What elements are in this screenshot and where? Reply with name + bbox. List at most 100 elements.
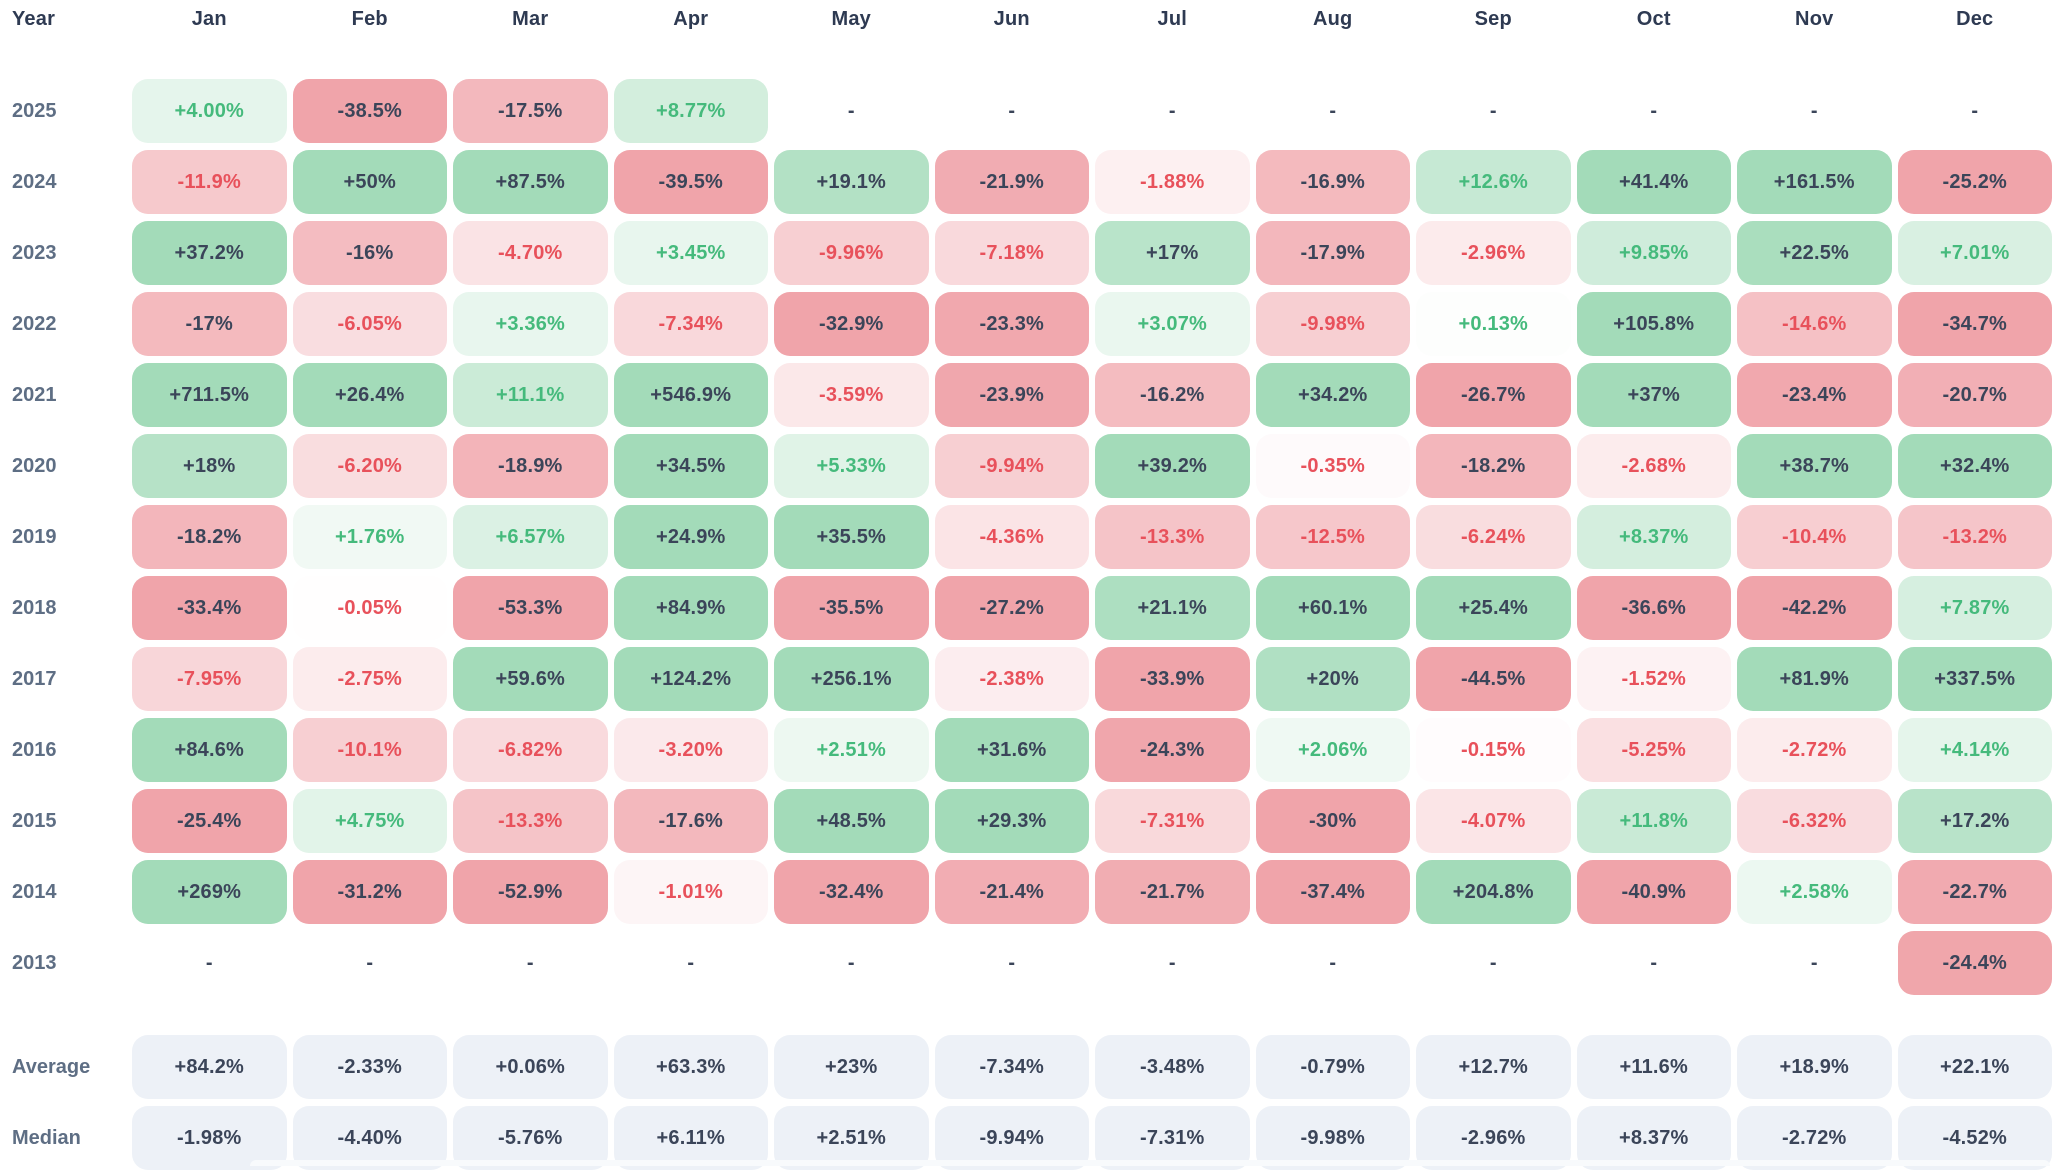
return-cell: +25.4% [1416,576,1571,640]
return-cell: -37.4% [1255,860,1410,924]
return-cell: -31.2% [292,860,447,924]
return-cell: -6.32% [1737,789,1892,853]
return-cell: -30% [1255,789,1410,853]
return-cell: +2.06% [1255,718,1410,782]
summary-cell: -4.52% [1897,1106,2052,1170]
missing-cell: - [847,99,855,122]
return-cell: +711.5% [132,363,287,427]
return-cell: -9.96% [774,221,929,285]
return-cell: -32.9% [774,292,929,356]
missing-cell: - [1329,951,1337,974]
return-cell: +59.6% [453,647,608,711]
return-cell: -9.98% [1255,292,1410,356]
return-cell: +35.5% [774,505,929,569]
summary-cell: -1.98% [132,1106,287,1170]
return-cell: +11.8% [1576,789,1731,853]
summary-cell: -9.94% [934,1106,1089,1170]
return-cell: -16% [292,221,447,285]
month-header: Feb [351,8,388,30]
summary-cell: -5.76% [453,1106,608,1170]
return-cell: -17.9% [1255,221,1410,285]
return-cell: -22.7% [1897,860,2052,924]
return-cell: +24.9% [613,505,768,569]
return-cell: -7.31% [1095,789,1250,853]
return-cell: -14.6% [1737,292,1892,356]
missing-cell: - [526,951,534,974]
summary-cell: +22.1% [1897,1035,2052,1099]
return-cell: -34.7% [1897,292,2052,356]
return-cell: +84.9% [613,576,768,640]
return-cell: -33.9% [1095,647,1250,711]
year-label: 2022 [12,312,57,335]
return-cell: -20.7% [1897,363,2052,427]
summary-cell: +8.37% [1576,1106,1731,1170]
missing-cell: - [1650,99,1658,122]
summary-cell: +84.2% [132,1035,287,1099]
return-cell: +17% [1095,221,1250,285]
year-label: 2024 [12,170,57,193]
missing-cell: - [1489,951,1497,974]
return-cell: +12.6% [1416,150,1571,214]
return-cell: -4.07% [1416,789,1571,853]
return-cell: -7.95% [132,647,287,711]
return-cell: -1.01% [613,860,768,924]
return-cell: -52.9% [453,860,608,924]
return-cell: -16.2% [1095,363,1250,427]
return-cell: +3.45% [613,221,768,285]
return-cell: +81.9% [1737,647,1892,711]
return-cell: +21.1% [1095,576,1250,640]
return-cell: -13.3% [453,789,608,853]
month-header: Jun [993,8,1030,30]
summary-cell: -7.31% [1095,1106,1250,1170]
return-cell: +0.13% [1416,292,1571,356]
summary-cell: -2.72% [1737,1106,1892,1170]
return-cell: -12.5% [1255,505,1410,569]
return-cell: +17.2% [1897,789,2052,853]
return-cell: -33.4% [132,576,287,640]
month-header: Jul [1157,8,1187,30]
summary-cell: -7.34% [934,1035,1089,1099]
return-cell: -21.4% [934,860,1089,924]
return-cell: -44.5% [1416,647,1571,711]
return-cell: +4.14% [1897,718,2052,782]
return-cell: -13.3% [1095,505,1250,569]
return-cell: -10.1% [292,718,447,782]
summary-cell: +63.3% [613,1035,768,1099]
year-label: 2015 [12,809,57,832]
return-cell: -11.9% [132,150,287,214]
return-cell: +7.87% [1897,576,2052,640]
return-cell: +3.07% [1095,292,1250,356]
return-cell: -25.2% [1897,150,2052,214]
return-cell: +8.77% [613,79,768,143]
return-cell: -35.5% [774,576,929,640]
summary-label: Average [12,1055,91,1078]
year-label: 2017 [12,667,57,690]
missing-cell: - [1168,99,1176,122]
month-header: May [831,8,871,30]
return-cell: +41.4% [1576,150,1731,214]
month-header: Sep [1474,8,1512,30]
return-cell: -23.4% [1737,363,1892,427]
return-cell: -18.2% [1416,434,1571,498]
missing-cell: - [205,951,213,974]
return-cell: -27.2% [934,576,1089,640]
return-cell: +256.1% [774,647,929,711]
return-cell: +337.5% [1897,647,2052,711]
year-label: 2019 [12,525,57,548]
return-cell: -10.4% [1737,505,1892,569]
summary-cell: -2.33% [292,1035,447,1099]
return-cell: +31.6% [934,718,1089,782]
return-cell: -53.3% [453,576,608,640]
return-cell: -2.38% [934,647,1089,711]
return-cell: +2.51% [774,718,929,782]
return-cell: -36.6% [1576,576,1731,640]
return-cell: -18.2% [132,505,287,569]
summary-cell: +6.11% [613,1106,768,1170]
return-cell: -2.96% [1416,221,1571,285]
return-cell: -0.35% [1255,434,1410,498]
return-cell: +34.5% [613,434,768,498]
summary-cell: -2.96% [1416,1106,1571,1170]
month-header: Nov [1795,8,1834,30]
return-cell: -17.6% [613,789,768,853]
